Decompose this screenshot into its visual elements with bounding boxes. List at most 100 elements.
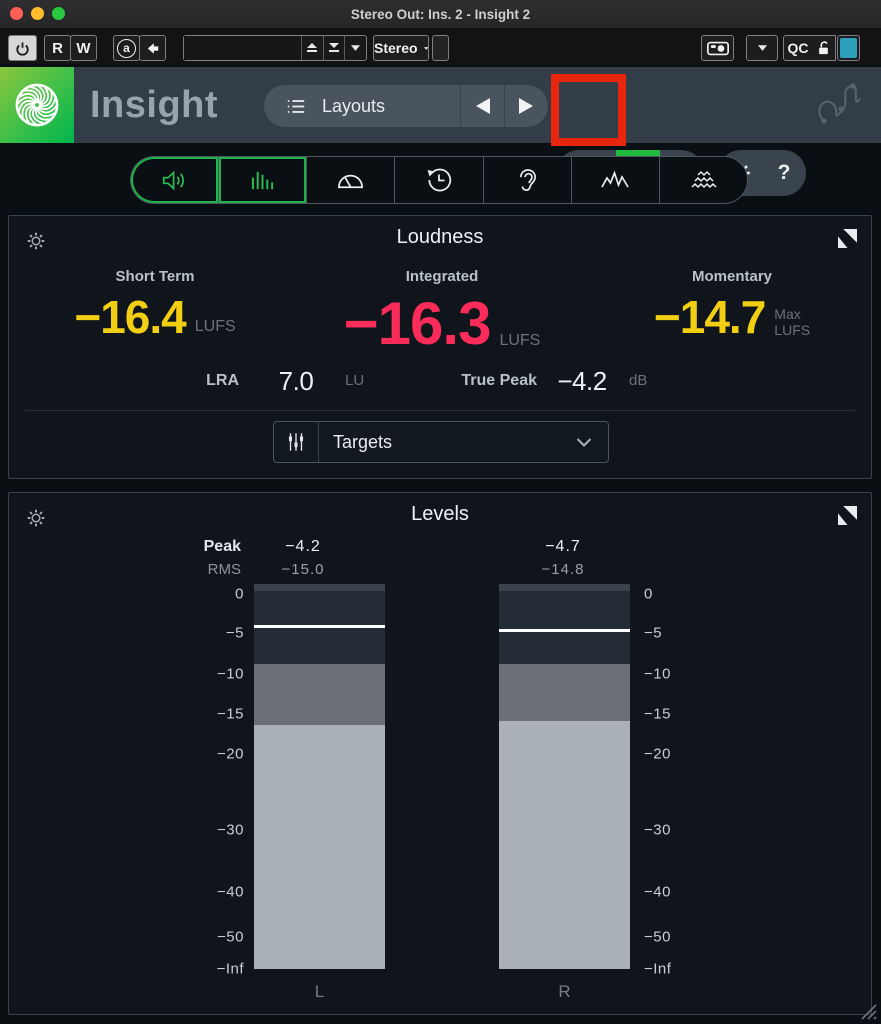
db-tick-label: −50 [217,928,244,946]
db-tick-label: −Inf [644,960,672,978]
spectrogram-icon [691,170,717,189]
peak-value-right: −4.7 [545,538,581,555]
short-term-value: −16.4 [74,291,186,343]
history-icon [427,168,452,192]
izotope-signature-icon [808,73,872,137]
db-scale-left: 0 −5 −10 −15 −20 −30 −40 −50 −Inf [159,584,244,977]
db-tick-label: −40 [217,883,244,901]
preset-selector [183,35,367,61]
blue-color-swatch [840,38,857,58]
titlebar: Stereo Out: Ins. 2 - Insight 2 [0,0,881,29]
integrated-label: Integrated [405,268,479,285]
daw-toolbar: R W a [0,28,881,64]
db-tick-label: −5 [644,624,663,642]
tab-loudness-history[interactable] [394,157,482,203]
focus-color-button[interactable] [837,35,860,61]
triangle-right-icon [519,98,533,114]
preset-next-button[interactable] [322,36,345,60]
tab-intelligibility[interactable] [482,157,571,203]
ab-compare-button[interactable]: a [113,35,140,61]
unlocked-padlock-icon [819,41,828,55]
loudness-title: Loudness [396,226,484,248]
minimize-button[interactable] [31,7,44,20]
bypass-power-button[interactable] [8,35,37,61]
peak-hold-line [254,624,385,628]
arrow-left-icon [147,42,158,54]
levels-settings-gear-icon[interactable] [25,507,47,529]
loudness-settings-gear-icon[interactable] [25,230,47,252]
tab-spectrum[interactable] [570,157,659,203]
dropdown-arrow-icon [757,45,767,51]
window-title: Stereo Out: Ins. 2 - Insight 2 [350,6,531,22]
db-tick-label: −10 [644,665,671,683]
db-tick-label: −15 [217,705,244,723]
annotation-highlight-rectangle [551,74,626,146]
true-peak-unit: dB [629,372,648,389]
module-tabs [130,156,748,204]
meter-rms-segment [499,721,630,969]
triangle-up-icon [307,43,318,52]
db-tick-label: −50 [644,928,671,946]
resize-grip[interactable] [852,995,878,1021]
quick-controls-button[interactable]: QC [783,35,813,61]
dropdown-arrow-icon [351,45,361,51]
db-scale-right: 0 −5 −10 −15 −20 −30 −40 −50 −Inf [644,584,729,977]
peak-value-left: −4.2 [285,538,321,555]
snapshot-button[interactable] [701,35,734,61]
snapshot-menu-button[interactable] [746,35,778,61]
list-icon [286,98,306,115]
rms-value-left: −15.0 [281,561,325,578]
momentary-value: −14.7 [653,291,766,343]
preset-name-field[interactable] [184,36,301,60]
db-tick-label: −10 [217,665,244,683]
db-tick-label: −15 [644,705,671,723]
short-term-unit: LUFS [194,318,236,335]
rms-row-label: RMS [207,561,241,578]
read-automation-button[interactable]: R [44,35,71,61]
momentary-readout: Momentary −14.7 Max LUFS [607,268,857,340]
rms-value-right: −14.8 [541,561,585,578]
integrated-readout: Integrated −16.3 LUFS [309,268,575,354]
targets-label: Targets [333,431,393,452]
copy-ab-button[interactable] [139,35,166,61]
loudness-expand-icon[interactable] [838,229,857,248]
tab-loudness[interactable] [131,157,218,203]
layouts-control: Layouts [264,85,548,127]
power-icon [16,42,29,56]
channel-extra-button[interactable] [432,35,449,61]
help-button[interactable]: ? [762,150,806,196]
targets-dropdown[interactable]: Targets [273,421,609,463]
close-button[interactable] [10,7,23,20]
lra-value: 7.0 [278,366,314,396]
level-meter-right [499,584,630,969]
db-tick-label: −20 [644,745,671,763]
loudness-divider [25,410,855,411]
preset-menu-button[interactable] [344,36,366,60]
tab-spectrogram[interactable] [658,157,747,203]
true-peak-value: −4.2 [557,366,607,396]
dropdown-arrow-icon [423,46,428,50]
levels-panel: Levels Peak RMS −4.2 −4.7 −15.0 −14.8 0 −… [8,492,872,1015]
db-tick-label: 0 [235,585,244,603]
spectrum-icon [601,170,629,188]
preset-previous-button[interactable] [301,36,323,60]
channel-mode-dropdown[interactable]: Stereo [373,35,429,61]
layouts-dropdown[interactable]: Layouts [322,95,386,116]
layout-previous-button[interactable] [460,85,504,127]
tab-sound-field[interactable] [306,157,394,203]
layout-next-button[interactable] [504,85,548,127]
db-tick-label: −30 [644,821,671,839]
db-tick-label: −Inf [216,960,244,978]
intelligibility-ear-icon [519,168,536,191]
momentary-label: Momentary [691,268,773,285]
db-tick-label: −5 [225,624,244,642]
short-term-label: Short Term [115,268,195,285]
loudness-panel: Loudness Short Term −16.4 LUFS Integrate… [8,215,872,479]
levels-expand-icon[interactable] [838,506,857,525]
triangle-left-icon [476,98,490,114]
write-automation-button[interactable]: W [70,35,97,61]
zoom-button[interactable] [52,7,65,20]
tab-level-meters[interactable] [218,157,306,203]
lock-button[interactable] [812,35,836,61]
